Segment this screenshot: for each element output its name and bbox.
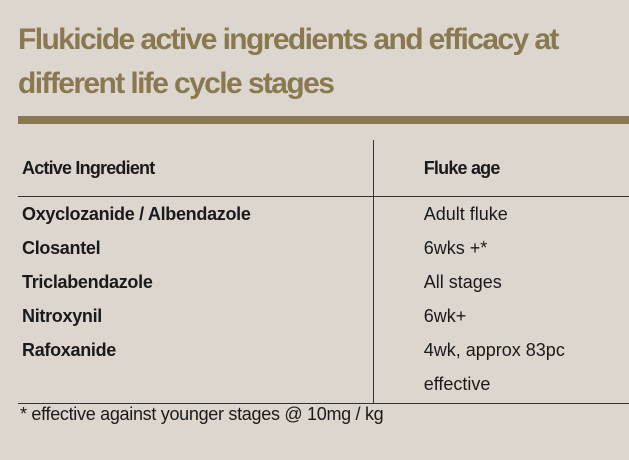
table-cell: All stages <box>423 272 502 292</box>
table-cell: Rafoxanide <box>18 333 374 404</box>
table-row: Oxyclozanide / Albendazole Adult fluke <box>18 196 629 231</box>
header-cell: Fluke age <box>373 140 629 197</box>
table-row: Triclabendazole All stages <box>18 265 629 299</box>
table-row: Closantel 6wks +* <box>18 231 629 265</box>
footnote: * effective against younger stages @ 10m… <box>20 404 384 424</box>
table-row: Nitroxynil 6wk+ <box>18 299 629 333</box>
title: Flukicide active ingredients and efficac… <box>18 23 559 100</box>
table: Active Ingredient Fluke age Oxyclozanide /… <box>18 140 629 404</box>
table-row: Rafoxanide 4wk, approx 83pc effective <box>18 333 629 404</box>
header-cell: Active Ingredient <box>18 140 374 197</box>
header-row: Active Ingredient Fluke age <box>18 140 629 197</box>
table-cell: Adult fluke <box>423 204 508 224</box>
table-cell: 6wks +* <box>423 238 488 258</box>
table-cell: Nitroxynil <box>18 299 374 333</box>
table-cell: Closantel <box>18 231 374 265</box>
title-rule <box>18 116 629 124</box>
table-cell: Oxyclozanide / Albendazole <box>18 196 374 231</box>
table-cell: 4wk, approx 83pc effective <box>373 333 629 404</box>
table-cell: 6wk+ <box>423 306 467 326</box>
table-cell: Triclabendazole <box>18 265 374 299</box>
table-body: Oxyclozanide / Albendazole Adult fluke Clo… <box>18 196 629 404</box>
